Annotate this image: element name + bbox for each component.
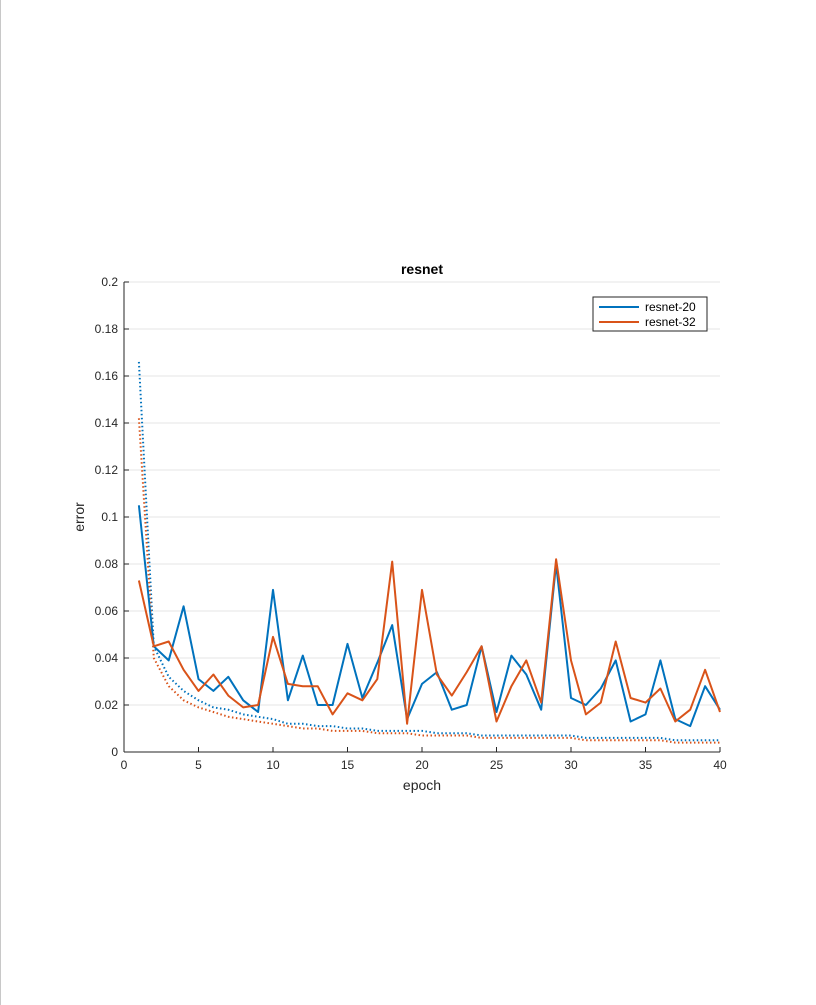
- series-layer: [137, 361, 721, 744]
- x-tick-label: 15: [341, 758, 355, 772]
- series-line-resnet-20-dotted: [137, 361, 720, 742]
- grid-layer: [124, 281, 720, 706]
- y-tick-label: 0.08: [95, 557, 119, 571]
- legend-label-resnet-32: resnet-32: [645, 315, 696, 329]
- series-line-resnet-20-solid: [137, 505, 721, 728]
- x-tick-label: 25: [490, 758, 504, 772]
- y-tick-label: 0.12: [95, 463, 119, 477]
- x-tick-label: 20: [415, 758, 429, 772]
- left-edge-divider: [0, 0, 1, 1005]
- x-tick-label: 35: [639, 758, 653, 772]
- y-tick-label: 0.14: [95, 416, 119, 430]
- y-tick-label: 0: [111, 745, 118, 759]
- x-tick-label: 5: [195, 758, 202, 772]
- legend-label-resnet-20: resnet-20: [645, 300, 696, 314]
- y-tick-label: 0.06: [95, 604, 119, 618]
- y-axis-label: error: [71, 502, 87, 532]
- y-tick-label: 0.02: [95, 698, 119, 712]
- axes-layer: 0 0.02 0.04 0.06 0.08 0.1 0.12 0.14 0.16 0.18 0.2 0…: [95, 275, 727, 772]
- y-tick-label: 0.18: [95, 322, 119, 336]
- legend-box: [592, 296, 708, 332]
- series-line-resnet-32-solid: [137, 558, 721, 725]
- x-tick-label: 0: [121, 758, 128, 772]
- x-axis-label: epoch: [403, 777, 441, 793]
- chart-title: resnet: [401, 261, 443, 277]
- y-tick-label: 0.04: [95, 651, 119, 665]
- x-tick-label: 40: [713, 758, 727, 772]
- y-tick-label: 0.1: [101, 510, 118, 524]
- y-tick-label: 0.16: [95, 369, 119, 383]
- x-tick-label: 10: [266, 758, 280, 772]
- series-line-resnet-32-dotted: [137, 418, 720, 744]
- x-tick-label: 30: [564, 758, 578, 772]
- y-tick-label: 0.2: [101, 275, 118, 289]
